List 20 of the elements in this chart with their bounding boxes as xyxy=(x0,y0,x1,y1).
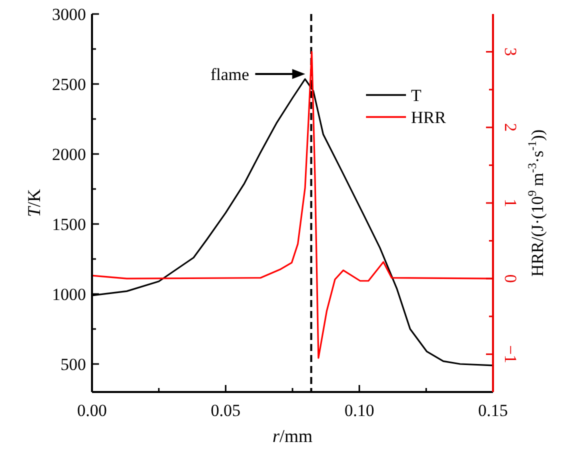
x-axis-title: r/mm xyxy=(272,426,313,446)
legend-label: HRR xyxy=(411,108,447,127)
y-tick-label: 1500 xyxy=(52,215,86,234)
y2-tick-label: 3 xyxy=(501,48,520,56)
annotation: flame xyxy=(210,65,250,84)
y2-tick-label: −1 xyxy=(501,345,520,364)
y-tick-label: 2000 xyxy=(52,145,86,164)
y-tick-label: 2500 xyxy=(52,75,86,94)
legend-label: T xyxy=(411,86,422,105)
y-axis-title: T/K xyxy=(24,188,44,218)
y2-tick-label: 0 xyxy=(501,274,520,283)
x-tick-label: 0.10 xyxy=(344,401,374,420)
y-tick-label: 1000 xyxy=(52,285,86,304)
x-tick-label: 0.05 xyxy=(210,401,241,420)
x-tick-label: 0.00 xyxy=(77,401,107,420)
y2-tick-label: 2 xyxy=(501,123,520,132)
y-tick-label: 500 xyxy=(60,355,86,374)
x-tick-label: 0.15 xyxy=(478,401,508,420)
y2-tick-label: 1 xyxy=(501,198,520,208)
y-tick-label: 3000 xyxy=(52,5,86,24)
